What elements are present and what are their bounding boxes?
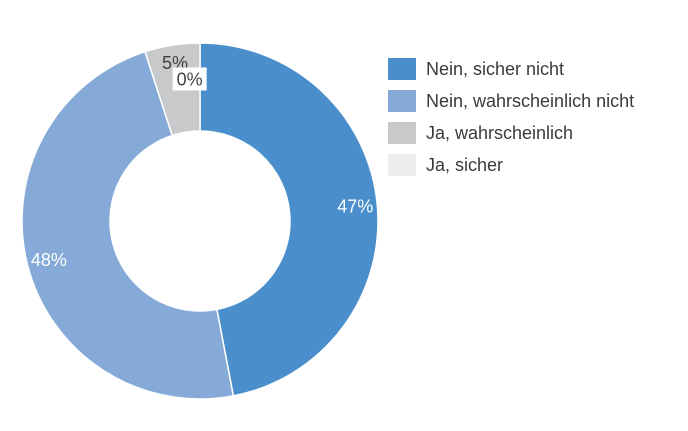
legend-swatch	[388, 90, 416, 112]
legend-item-nein-sicher-nicht: Nein, sicher nicht	[388, 53, 634, 85]
legend-label: Nein, sicher nicht	[426, 58, 565, 79]
chart-legend: Nein, sicher nicht Nein, wahrscheinlich …	[388, 53, 634, 181]
legend-item-ja-wahrscheinlich: Ja, wahrscheinlich	[388, 117, 634, 149]
data-label-nein-wahrscheinlich-nicht: 48%	[31, 250, 67, 270]
legend-swatch	[388, 154, 416, 176]
legend-swatch	[388, 58, 416, 80]
donut-slice-nein-wahrscheinlich-nicht	[21, 50, 235, 400]
data-label-ja-sicher: 0%	[177, 69, 203, 89]
legend-label: Ja, wahrscheinlich	[426, 122, 574, 143]
legend-item-nein-wahrscheinlich-nicht: Nein, wahrscheinlich nicht	[388, 85, 634, 117]
data-label-box	[172, 67, 207, 91]
legend-item-ja-sicher: Ja, sicher	[388, 149, 634, 181]
legend-swatch	[388, 122, 416, 144]
donut-data-labels: 47%48%5%0%	[31, 53, 373, 270]
legend-label: Nein, wahrscheinlich nicht	[426, 90, 635, 111]
legend-label: Ja, sicher	[426, 154, 504, 175]
donut-slice-nein-sicher-nicht	[199, 42, 379, 397]
data-label-nein-sicher-nicht: 47%	[337, 196, 373, 216]
donut-slice-ja-wahrscheinlich	[144, 42, 201, 137]
donut-slices	[21, 42, 379, 400]
